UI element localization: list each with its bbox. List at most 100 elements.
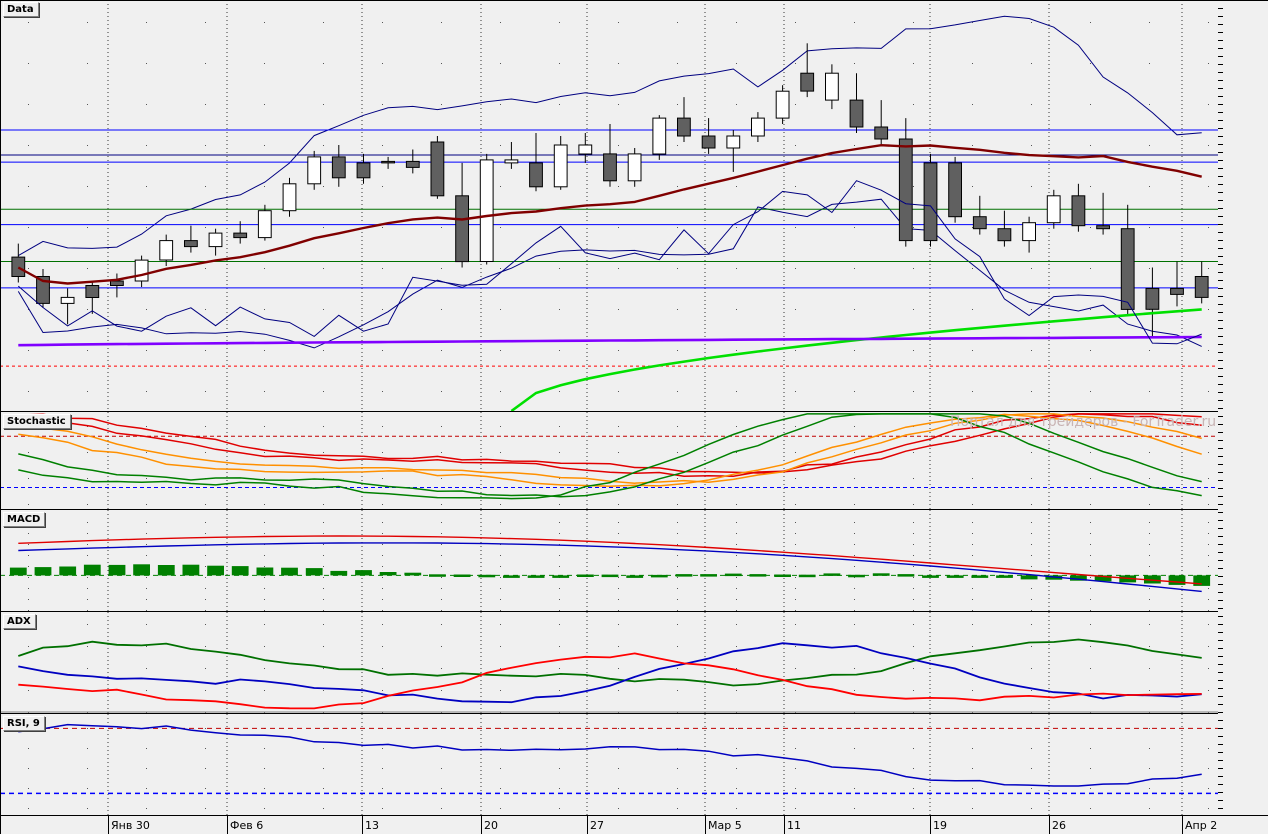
macd-histogram-bar: [798, 574, 816, 578]
price-panel: [0, 0, 1218, 411]
stochastic-panel-title[interactable]: Stochastic: [3, 414, 71, 429]
candle: [775, 90, 790, 119]
axis-tick: [1218, 552, 1223, 553]
axis-tick: [1218, 296, 1223, 297]
adx-plot: [0, 612, 1218, 713]
axis-tick: [1218, 320, 1223, 321]
candle: [504, 159, 519, 164]
axis-tick: [1218, 248, 1223, 249]
axis-tick: [1218, 424, 1223, 425]
candle: [110, 280, 124, 286]
axis-tick: [1218, 752, 1223, 753]
price-scale[interactable]: 1950.001900.001888.001871.301866.501856.…: [1218, 0, 1268, 834]
macd-histogram-bar: [478, 574, 496, 578]
candle: [184, 240, 198, 248]
candle: [677, 117, 691, 137]
macd-histogram-bar: [83, 564, 101, 576]
macd-histogram-bar: [1168, 575, 1186, 585]
axis-tick: [1218, 472, 1223, 473]
candle: [1170, 287, 1184, 295]
macd-histogram-bar: [626, 575, 644, 578]
axis-tick: [1218, 744, 1223, 745]
axis-tick: [1218, 768, 1223, 769]
macd-histogram-bar: [59, 566, 77, 576]
candle: [85, 285, 100, 298]
date-axis[interactable]: Янв 30 Фев 6 13 20 27 Мар 5 11 19 26 Апр 2: [0, 815, 1268, 834]
price-plot: [0, 0, 1218, 411]
macd-histogram-bar: [1144, 575, 1161, 584]
candle: [356, 162, 371, 179]
axis-tick: [1218, 72, 1223, 73]
macd-histogram-bar: [182, 564, 200, 576]
axis-tick: [1218, 256, 1223, 257]
macd-plot: [0, 510, 1218, 611]
axis-tick: [1218, 112, 1223, 113]
candle: [11, 256, 26, 278]
candle: [36, 276, 50, 304]
axis-tick: [1218, 688, 1223, 689]
macd-histogram-bar: [601, 574, 619, 578]
axis-tick: [1218, 696, 1223, 697]
axis-tick: [1218, 544, 1223, 545]
date-tick: [227, 816, 228, 834]
candle: [529, 162, 543, 188]
macd-histogram-bar: [9, 567, 27, 576]
date-tick: [1182, 816, 1183, 834]
axis-tick: [1218, 632, 1223, 633]
candle: [307, 156, 322, 185]
date-tick: [362, 816, 363, 834]
macd-histogram-bar: [34, 567, 52, 576]
axis-tick: [1218, 200, 1223, 201]
axis-tick: [1218, 224, 1223, 225]
macd-histogram-bar: [527, 575, 545, 578]
macd-histogram-bar: [971, 575, 989, 578]
divider-price-stochastic: [0, 411, 1268, 412]
date-tick: [784, 816, 785, 834]
axis-tick: [1218, 272, 1223, 273]
rsi-panel-title[interactable]: RSI, 9: [3, 716, 45, 731]
rsi-plot: [0, 714, 1218, 815]
macd-histogram-bar: [404, 572, 422, 576]
axis-tick: [1218, 384, 1223, 385]
date-tick: [1049, 816, 1050, 834]
candle: [1022, 222, 1037, 242]
divider-stochastic-macd: [0, 509, 1268, 510]
macd-histogram-bar: [897, 574, 915, 577]
macd-histogram-bar: [1193, 575, 1211, 586]
axis-tick: [1218, 616, 1223, 617]
axis-tick: [1218, 560, 1223, 561]
axis-tick: [1218, 480, 1223, 481]
date-tick: [930, 816, 931, 834]
macd-histogram-bar: [503, 575, 520, 578]
axis-tick: [1218, 240, 1223, 241]
date-tick: [481, 816, 482, 834]
axis-tick: [1218, 488, 1223, 489]
adx-panel-title[interactable]: ADX: [3, 614, 36, 629]
axis-tick: [1218, 24, 1223, 25]
axis-tick: [1218, 536, 1223, 537]
axis-tick: [1218, 680, 1223, 681]
candle: [726, 135, 741, 149]
macd-histogram-bar: [429, 574, 446, 577]
macd-histogram-bar: [996, 575, 1013, 578]
candle: [1145, 287, 1160, 310]
candle: [282, 183, 297, 212]
axis-tick: [1218, 144, 1223, 145]
macd-histogram-bar: [848, 574, 865, 578]
axis-tick: [1218, 176, 1223, 177]
axis-tick: [1218, 104, 1223, 105]
candle: [701, 135, 716, 149]
candle: [923, 162, 938, 242]
axis-tick: [1218, 712, 1223, 713]
axis-tick: [1218, 208, 1223, 209]
axis-tick: [1218, 48, 1223, 49]
macd-panel-title[interactable]: MACD: [3, 512, 46, 527]
candle: [60, 296, 75, 304]
axis-tick: [1218, 392, 1223, 393]
axis-tick: [1218, 32, 1223, 33]
macd-histogram-bar: [330, 570, 348, 576]
macd-histogram-bar: [823, 573, 841, 576]
price-panel-title[interactable]: Data: [3, 2, 39, 17]
axis-tick: [1218, 336, 1223, 337]
